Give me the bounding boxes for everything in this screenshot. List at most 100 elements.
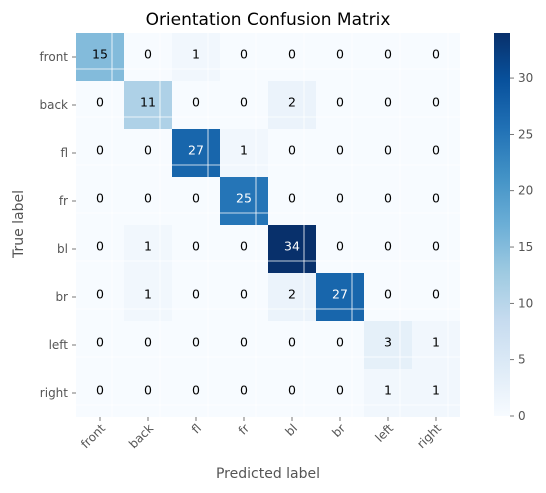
cell-value-label: 0 — [96, 95, 104, 110]
heatmap-cell — [364, 81, 412, 129]
heatmap-cell — [172, 225, 220, 273]
cell-value-label: 1 — [144, 239, 152, 254]
x-tick-label: bl — [282, 421, 300, 439]
cell-value-label: 27 — [332, 287, 348, 302]
x-axis-label: Predicted label — [216, 466, 320, 482]
heatmap-cell — [76, 273, 124, 321]
heatmap-plot: 15 0 1 0 0 0 0 00 11 0 0 2 0 0 00 0 27 1 0 0 0 00 0 0 25 0 0 0 00 1 0 0… — [76, 33, 460, 417]
y-tick-label: front — [39, 50, 68, 64]
heatmap-cell — [220, 273, 268, 321]
heatmap-cell — [364, 129, 412, 177]
heatmap-cell — [316, 129, 364, 177]
cell-value-label: 0 — [192, 335, 200, 350]
x-tick-label: back — [126, 421, 156, 451]
heatmap-cell — [268, 273, 316, 321]
heatmap-cell — [220, 225, 268, 273]
colorbar-tick-label: 0 — [518, 409, 526, 423]
heatmap-cell — [172, 129, 220, 177]
heatmap-cell — [220, 177, 268, 225]
cell-value-label: 0 — [240, 95, 248, 110]
y-tick-label: left — [49, 338, 69, 352]
cell-value-label: 0 — [384, 287, 392, 302]
y-tick-label: back — [39, 98, 68, 112]
cell-value-label: 0 — [192, 239, 200, 254]
heatmap-cell — [364, 369, 412, 417]
heatmap-cell — [172, 273, 220, 321]
cell-value-label: 0 — [336, 335, 344, 350]
x-tick-labels: front back fl fr bl br left right — [78, 417, 444, 451]
cell-value-label: 2 — [288, 287, 296, 302]
cell-value-label: 1 — [144, 287, 152, 302]
heatmap-cell — [268, 81, 316, 129]
cell-value-label: 1 — [192, 47, 200, 62]
cell-value-label: 0 — [192, 191, 200, 206]
colorbar: 0 5 10 15 20 25 30 — [494, 33, 533, 423]
cell-value-label: 0 — [432, 143, 440, 158]
heatmap-cell — [268, 369, 316, 417]
cell-value-label: 0 — [144, 191, 152, 206]
cell-value-label: 27 — [188, 143, 204, 158]
heatmap-cell — [76, 81, 124, 129]
heatmap-cell — [316, 177, 364, 225]
cell-value-label: 0 — [336, 383, 344, 398]
cell-value-label: 0 — [288, 191, 296, 206]
heatmap-cell — [364, 33, 412, 81]
cell-value-label: 0 — [336, 47, 344, 62]
cell-value-label: 0 — [240, 47, 248, 62]
colorbar-gradient — [494, 33, 510, 416]
cell-value-label: 0 — [144, 335, 152, 350]
cell-value-label: 1 — [384, 383, 392, 398]
heatmap-cell — [316, 273, 364, 321]
heatmap-cell — [412, 33, 460, 81]
y-axis-label: True label — [11, 190, 27, 259]
cell-value-label: 0 — [336, 95, 344, 110]
heatmap-cell — [412, 129, 460, 177]
heatmap-cell — [220, 129, 268, 177]
cell-value-label: 0 — [384, 95, 392, 110]
heatmap-cell — [364, 177, 412, 225]
heatmap-cell — [268, 33, 316, 81]
cell-value-label: 0 — [96, 287, 104, 302]
heatmap-cell — [364, 225, 412, 273]
heatmap-cell — [412, 273, 460, 321]
cell-value-label: 0 — [96, 239, 104, 254]
heatmap-cell — [316, 225, 364, 273]
cell-value-label: 2 — [288, 95, 296, 110]
heatmap-cell — [220, 369, 268, 417]
heatmap-cell — [76, 129, 124, 177]
heatmap-cell — [172, 177, 220, 225]
heatmap-cell — [316, 321, 364, 369]
heatmap-cell — [172, 321, 220, 369]
colorbar-tick-label: 15 — [518, 240, 533, 254]
cell-value-label: 0 — [336, 239, 344, 254]
x-tick-label: br — [329, 421, 348, 440]
x-tick-label: right — [414, 421, 444, 451]
cell-value-label: 0 — [144, 143, 152, 158]
cell-value-label: 0 — [432, 287, 440, 302]
heatmap-cell — [220, 321, 268, 369]
heatmap-cell — [76, 225, 124, 273]
cell-value-label: 0 — [192, 95, 200, 110]
cell-value-label: 0 — [240, 335, 248, 350]
cell-value-label: 1 — [432, 383, 440, 398]
heatmap-cell — [172, 81, 220, 129]
cell-value-label: 25 — [236, 191, 252, 206]
y-tick-label: fl — [60, 146, 68, 160]
x-tick-label: front — [78, 421, 108, 451]
heatmap-cell — [412, 177, 460, 225]
chart-title: Orientation Confusion Matrix — [146, 10, 391, 30]
x-tick-label: left — [372, 421, 396, 445]
cell-value-label: 0 — [336, 191, 344, 206]
heatmap-cell — [124, 369, 172, 417]
heatmap-cell — [268, 129, 316, 177]
y-tick-label: br — [55, 290, 68, 304]
cell-value-label: 1 — [432, 335, 440, 350]
cell-value-label: 0 — [96, 143, 104, 158]
colorbar-tick-label: 10 — [518, 296, 533, 310]
heatmap-cell — [124, 225, 172, 273]
heatmap-cell — [220, 33, 268, 81]
cell-value-label: 1 — [240, 143, 248, 158]
heatmap-cell — [76, 33, 124, 81]
cell-value-label: 0 — [288, 47, 296, 62]
